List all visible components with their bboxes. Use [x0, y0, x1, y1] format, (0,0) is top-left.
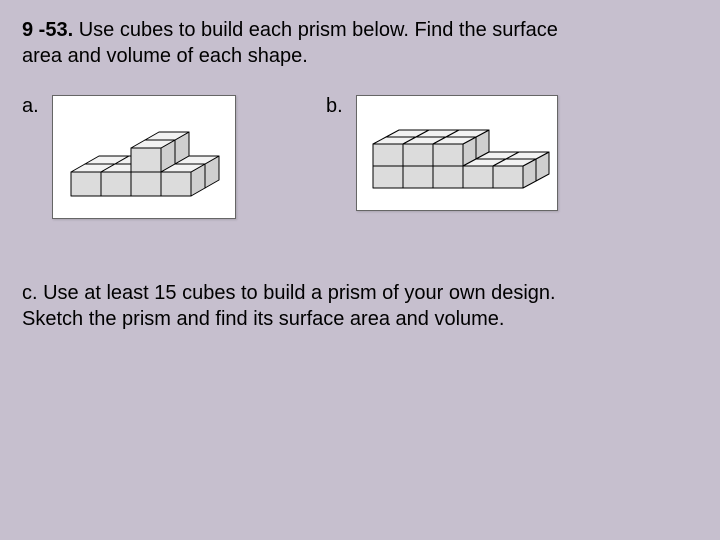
problem-line1: Use cubes to build each prism below. Fin…	[73, 19, 558, 41]
figure-a	[52, 95, 236, 219]
part-a-label: a.	[22, 95, 42, 118]
part-b: b.	[326, 95, 558, 219]
part-c-line1: c. Use at least 15 cubes to build a pris…	[22, 282, 556, 304]
part-c-line2: Sketch the prism and find its surface ar…	[22, 308, 504, 330]
figure-b-svg	[357, 96, 557, 204]
problem-line2: area and volume of each shape.	[22, 45, 308, 67]
figure-a-svg	[53, 96, 235, 212]
part-c: c. Use at least 15 cubes to build a pris…	[22, 281, 698, 332]
part-a: a.	[22, 95, 236, 219]
problem-statement: 9 -53. Use cubes to build each prism bel…	[22, 18, 698, 69]
figure-b	[356, 95, 558, 211]
figures-row: a. b.	[22, 95, 698, 219]
problem-number: 9 -53.	[22, 19, 73, 41]
part-b-label: b.	[326, 95, 346, 118]
